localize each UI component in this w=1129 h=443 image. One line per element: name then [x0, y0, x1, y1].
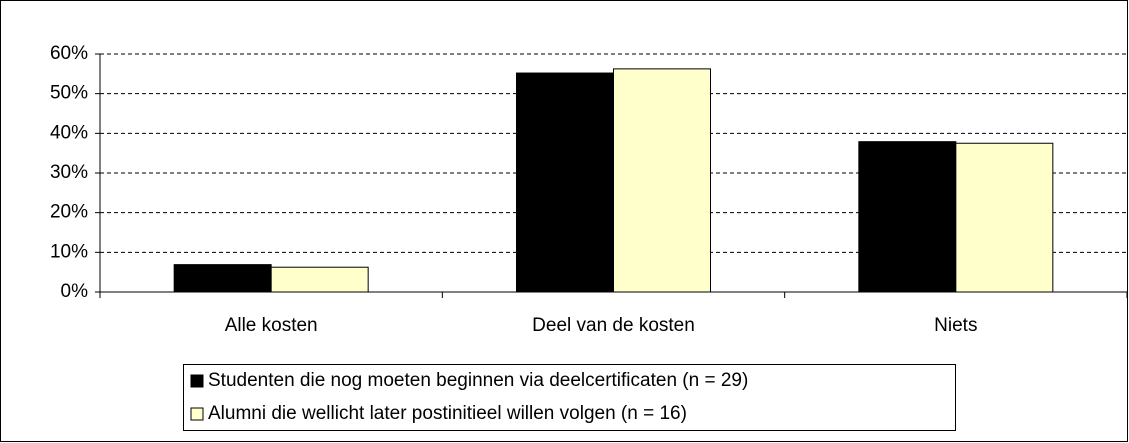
bar — [613, 68, 711, 293]
bar — [955, 142, 1054, 293]
y-tick-label: 60% — [50, 43, 88, 64]
y-tick-label: 10% — [50, 241, 88, 262]
y-tick-label: 20% — [50, 202, 88, 223]
legend-label: Alumni die wellicht later postinitieel w… — [208, 403, 687, 424]
legend-box — [183, 364, 956, 431]
bar — [858, 141, 957, 293]
y-tick-label: 50% — [50, 83, 88, 104]
x-tick-label: Alle kosten — [225, 315, 318, 336]
legend-swatch — [190, 374, 204, 388]
y-tick-label: 0% — [61, 281, 89, 302]
bar — [270, 266, 369, 293]
x-tick-label: Deel van de kosten — [532, 315, 695, 336]
x-tick-label: Niets — [934, 315, 977, 336]
bar — [173, 264, 272, 293]
y-tick-label: 30% — [50, 162, 88, 183]
legend-label: Studenten die nog moeten beginnen via de… — [208, 370, 748, 391]
y-tick-label: 40% — [50, 122, 88, 143]
legend-swatch — [190, 407, 204, 421]
bar — [516, 72, 614, 293]
